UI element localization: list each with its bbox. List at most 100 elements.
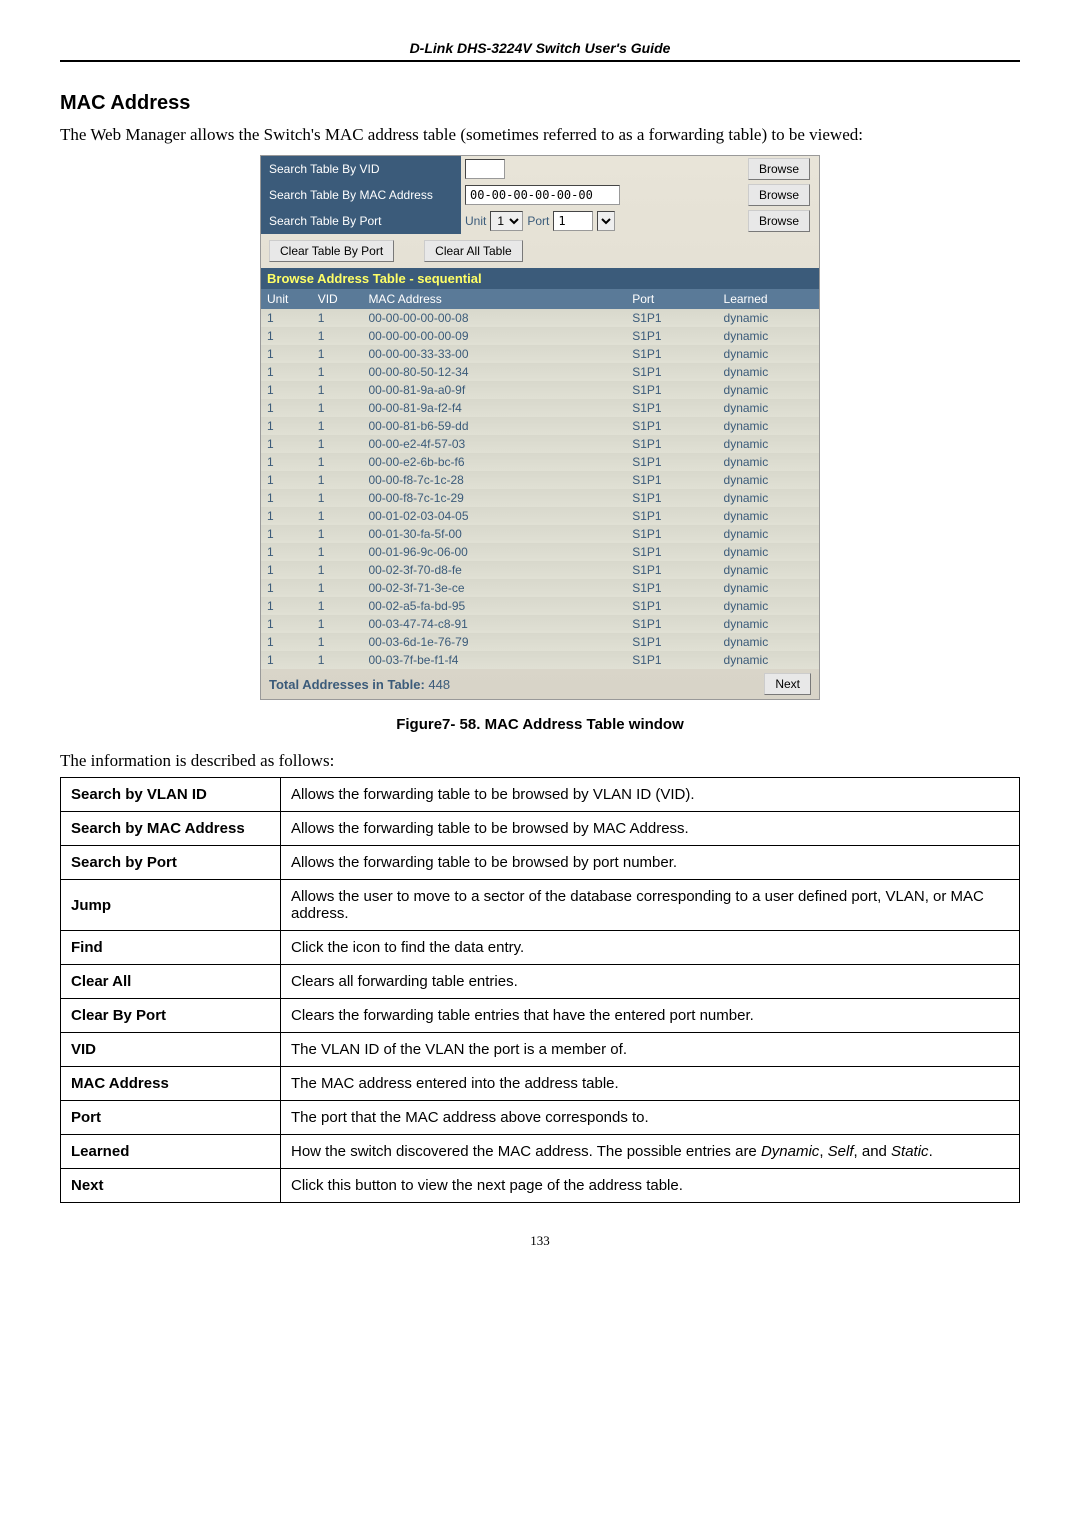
cell-port: S1P1 xyxy=(626,579,717,597)
cell-unit: 1 xyxy=(261,381,312,399)
cell-vid: 1 xyxy=(312,309,363,327)
search-vid-label: Search Table By VID xyxy=(261,156,461,182)
cell-vid: 1 xyxy=(312,399,363,417)
desc-key: Learned xyxy=(61,1135,281,1169)
table-row: 1100-00-81-b6-59-ddS1P1dynamic xyxy=(261,417,819,435)
clear-all-button[interactable]: Clear All Table xyxy=(424,240,523,262)
table-row: 1100-00-80-50-12-34S1P1dynamic xyxy=(261,363,819,381)
col-learned: Learned xyxy=(718,289,819,309)
cell-mac: 00-02-3f-71-3e-ce xyxy=(362,579,626,597)
cell-vid: 1 xyxy=(312,471,363,489)
browse-mac-col: Browse xyxy=(739,184,819,206)
cell-mac: 00-02-3f-70-d8-fe xyxy=(362,561,626,579)
search-vid-input-area xyxy=(461,159,739,179)
desc-row: MAC AddressThe MAC address entered into … xyxy=(61,1067,1020,1101)
desc-val: The MAC address entered into the address… xyxy=(281,1067,1020,1101)
cell-learned: dynamic xyxy=(718,633,819,651)
cell-mac: 00-00-f8-7c-1c-29 xyxy=(362,489,626,507)
desc-row: VIDThe VLAN ID of the VLAN the port is a… xyxy=(61,1033,1020,1067)
cell-learned: dynamic xyxy=(718,507,819,525)
browse-port-button[interactable]: Browse xyxy=(748,210,810,232)
cell-unit: 1 xyxy=(261,327,312,345)
cell-vid: 1 xyxy=(312,345,363,363)
search-port-label: Search Table By Port xyxy=(261,208,461,234)
desc-val: How the switch discovered the MAC addres… xyxy=(281,1135,1020,1169)
cell-unit: 1 xyxy=(261,525,312,543)
port-extra-select[interactable] xyxy=(597,211,615,231)
cell-learned: dynamic xyxy=(718,345,819,363)
cell-port: S1P1 xyxy=(626,525,717,543)
cell-port: S1P1 xyxy=(626,399,717,417)
cell-mac: 00-02-a5-fa-bd-95 xyxy=(362,597,626,615)
desc-key: MAC Address xyxy=(61,1067,281,1101)
desc-key: Next xyxy=(61,1169,281,1203)
cell-unit: 1 xyxy=(261,435,312,453)
cell-vid: 1 xyxy=(312,507,363,525)
cell-mac: 00-00-e2-4f-57-03 xyxy=(362,435,626,453)
cell-learned: dynamic xyxy=(718,309,819,327)
cell-mac: 00-01-02-03-04-05 xyxy=(362,507,626,525)
cell-unit: 1 xyxy=(261,651,312,669)
cell-mac: 00-00-00-00-00-09 xyxy=(362,327,626,345)
table-row: 1100-00-e2-6b-bc-f6S1P1dynamic xyxy=(261,453,819,471)
cell-vid: 1 xyxy=(312,597,363,615)
table-row: 1100-00-81-9a-f2-f4S1P1dynamic xyxy=(261,399,819,417)
table-row: 1100-00-81-9a-a0-9fS1P1dynamic xyxy=(261,381,819,399)
cell-port: S1P1 xyxy=(626,489,717,507)
browse-vid-col: Browse xyxy=(739,158,819,180)
port-input[interactable] xyxy=(553,211,593,231)
desc-row: LearnedHow the switch discovered the MAC… xyxy=(61,1135,1020,1169)
desc-row: JumpAllows the user to move to a sector … xyxy=(61,880,1020,931)
cell-learned: dynamic xyxy=(718,399,819,417)
clear-by-port-button[interactable]: Clear Table By Port xyxy=(269,240,394,262)
col-vid: VID xyxy=(312,289,363,309)
search-mac-input-area xyxy=(461,185,739,205)
table-row: 1100-00-f8-7c-1c-28S1P1dynamic xyxy=(261,471,819,489)
cell-unit: 1 xyxy=(261,561,312,579)
desc-key: Search by Port xyxy=(61,846,281,880)
browse-vid-button[interactable]: Browse xyxy=(748,158,810,180)
mac-table-panel: Search Table By VID Browse Search Table … xyxy=(260,155,820,700)
cell-unit: 1 xyxy=(261,399,312,417)
cell-port: S1P1 xyxy=(626,471,717,489)
cell-unit: 1 xyxy=(261,507,312,525)
cell-vid: 1 xyxy=(312,543,363,561)
desc-val: The VLAN ID of the VLAN the port is a me… xyxy=(281,1033,1020,1067)
cell-vid: 1 xyxy=(312,579,363,597)
description-table: Search by VLAN IDAllows the forwarding t… xyxy=(60,777,1020,1203)
desc-val: Click the icon to find the data entry. xyxy=(281,931,1020,965)
desc-val: Click this button to view the next page … xyxy=(281,1169,1020,1203)
desc-row: FindClick the icon to find the data entr… xyxy=(61,931,1020,965)
cell-learned: dynamic xyxy=(718,597,819,615)
cell-port: S1P1 xyxy=(626,381,717,399)
desc-key: Jump xyxy=(61,880,281,931)
unit-select[interactable]: 1 xyxy=(490,211,523,231)
cell-port: S1P1 xyxy=(626,633,717,651)
cell-port: S1P1 xyxy=(626,309,717,327)
cell-vid: 1 xyxy=(312,525,363,543)
cell-learned: dynamic xyxy=(718,561,819,579)
footer-value: 448 xyxy=(428,677,450,692)
intro-text: The Web Manager allows the Switch's MAC … xyxy=(60,125,1020,145)
table-row: 1100-00-00-33-33-00S1P1dynamic xyxy=(261,345,819,363)
table-title: Browse Address Table - sequential xyxy=(261,268,819,289)
table-row: 1100-01-30-fa-5f-00S1P1dynamic xyxy=(261,525,819,543)
cell-mac: 00-00-e2-6b-bc-f6 xyxy=(362,453,626,471)
cell-mac: 00-01-30-fa-5f-00 xyxy=(362,525,626,543)
cell-learned: dynamic xyxy=(718,417,819,435)
mac-input[interactable] xyxy=(465,185,620,205)
cell-mac: 00-00-81-9a-f2-f4 xyxy=(362,399,626,417)
desc-row: Search by MAC AddressAllows the forwardi… xyxy=(61,812,1020,846)
cell-vid: 1 xyxy=(312,633,363,651)
desc-key: Clear By Port xyxy=(61,999,281,1033)
cell-port: S1P1 xyxy=(626,507,717,525)
table-row: 1100-00-e2-4f-57-03S1P1dynamic xyxy=(261,435,819,453)
desc-key: Port xyxy=(61,1101,281,1135)
search-port-input-area: Unit 1 Port xyxy=(461,211,739,231)
vid-input[interactable] xyxy=(465,159,505,179)
cell-vid: 1 xyxy=(312,561,363,579)
cell-vid: 1 xyxy=(312,327,363,345)
next-button[interactable]: Next xyxy=(764,673,811,695)
info-line: The information is described as follows: xyxy=(60,751,1020,771)
browse-mac-button[interactable]: Browse xyxy=(748,184,810,206)
